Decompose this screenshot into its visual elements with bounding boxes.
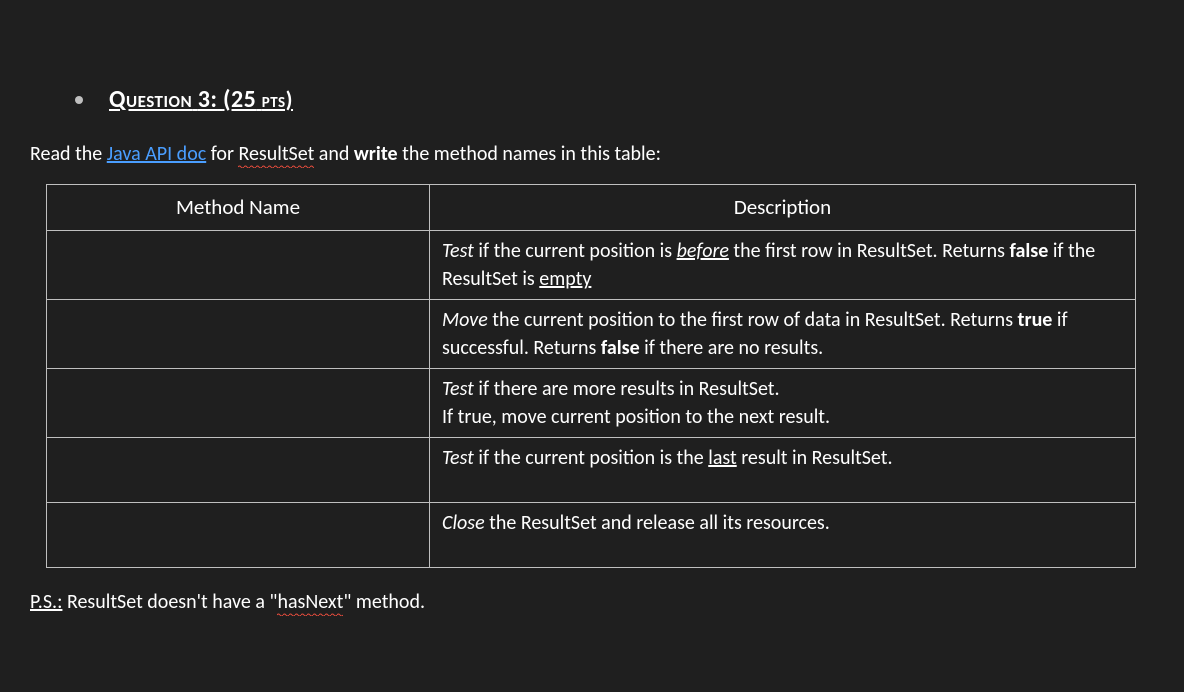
table-row: Test if there are more results in Result…	[47, 369, 1136, 438]
heading-points-open: (25	[223, 85, 256, 114]
methods-table: Method Name Description Test if the curr…	[46, 184, 1136, 568]
description-cell: Test if the current position is the last…	[430, 438, 1136, 503]
header-description: Description	[430, 185, 1136, 231]
ps-label: P.S.:	[30, 590, 62, 614]
desc-text: before	[677, 239, 729, 263]
intro-mid2: and	[314, 142, 354, 166]
desc-text: is	[518, 267, 539, 291]
intro-write: write	[354, 142, 398, 166]
table-header-row: Method Name Description	[47, 185, 1136, 231]
desc-text: . Returns	[933, 239, 1010, 263]
desc-text: Test	[442, 239, 474, 263]
desc-text: false	[1009, 239, 1048, 263]
bullet-icon	[75, 96, 83, 104]
heading-number: 3:	[198, 85, 218, 114]
desc-text: Close	[442, 511, 485, 535]
table-row: Test if the current position is the last…	[47, 438, 1136, 503]
desc-resultset: ResultSet	[521, 511, 597, 535]
description-cell: Close the ResultSet and release all its …	[430, 503, 1136, 568]
desc-text: the first row in	[729, 239, 857, 263]
desc-resultset: ResultSet	[865, 308, 941, 332]
intro-prefix: Read the	[30, 142, 107, 166]
description-cell: Test if there are more results in Result…	[430, 369, 1136, 438]
desc-text: Move	[442, 308, 488, 332]
desc-text: If true, move current position to the ne…	[442, 405, 830, 429]
desc-text: true	[1018, 308, 1053, 332]
desc-resultset: ResultSet	[442, 267, 518, 291]
method-cell[interactable]	[47, 438, 430, 503]
ps-suffix: " method.	[343, 590, 425, 614]
question-heading: Question 3: (25 pts)	[109, 85, 293, 114]
desc-text: result in	[737, 446, 812, 470]
intro-resultset: ResultSet	[238, 142, 314, 168]
desc-resultset: ResultSet	[699, 377, 775, 401]
document-page: Question 3: (25 pts) Read the Java API d…	[0, 0, 1184, 644]
intro-suffix: the method names in this table:	[398, 142, 661, 166]
desc-text: false	[601, 336, 640, 360]
table-row: Close the ResultSet and release all its …	[47, 503, 1136, 568]
desc-text: .	[887, 446, 892, 470]
desc-text: the current position to the first row of…	[488, 308, 865, 332]
desc-resultset: ResultSet	[812, 446, 888, 470]
desc-text: if there are more results in	[474, 377, 699, 401]
description-cell: Test if the current position is before t…	[430, 231, 1136, 300]
desc-text: the	[485, 511, 521, 535]
method-cell[interactable]	[47, 503, 430, 568]
intro-mid1: for	[206, 142, 238, 166]
question-heading-row: Question 3: (25 pts)	[75, 85, 1154, 114]
java-api-doc-link[interactable]: Java API doc	[107, 142, 206, 166]
desc-resultset: ResultSet	[857, 239, 933, 263]
method-cell[interactable]	[47, 369, 430, 438]
heading-points-unit: pts)	[262, 86, 293, 113]
intro-paragraph: Read the Java API doc for ResultSet and …	[30, 142, 1154, 166]
ps-resultset: ResultSet	[67, 590, 143, 614]
desc-text: if the	[1048, 239, 1095, 263]
desc-text: .	[774, 377, 779, 401]
method-cell[interactable]	[47, 231, 430, 300]
method-cell[interactable]	[47, 300, 430, 369]
desc-text: . Returns	[941, 308, 1018, 332]
heading-question-word: Question	[109, 85, 192, 114]
postscript: P.S.: ResultSet doesn't have a "hasNext"…	[30, 590, 1154, 614]
desc-text: and release all its resources.	[597, 511, 830, 535]
desc-text: if the current position is	[474, 239, 677, 263]
description-cell: Move the current position to the first r…	[430, 300, 1136, 369]
header-method: Method Name	[47, 185, 430, 231]
ps-hasnext: hasNext	[277, 590, 343, 616]
table-row: Move the current position to the first r…	[47, 300, 1136, 369]
desc-text: if there are no results.	[640, 336, 824, 360]
ps-mid: doesn't have a "	[143, 590, 278, 614]
desc-text: Test	[442, 446, 474, 470]
table-row: Test if the current position is before t…	[47, 231, 1136, 300]
desc-text: last	[708, 446, 736, 470]
desc-text: empty	[539, 267, 591, 291]
desc-text: Test	[442, 377, 474, 401]
desc-text: if the current position is the	[474, 446, 708, 470]
